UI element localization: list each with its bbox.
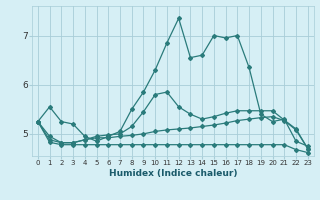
X-axis label: Humidex (Indice chaleur): Humidex (Indice chaleur) [108, 169, 237, 178]
